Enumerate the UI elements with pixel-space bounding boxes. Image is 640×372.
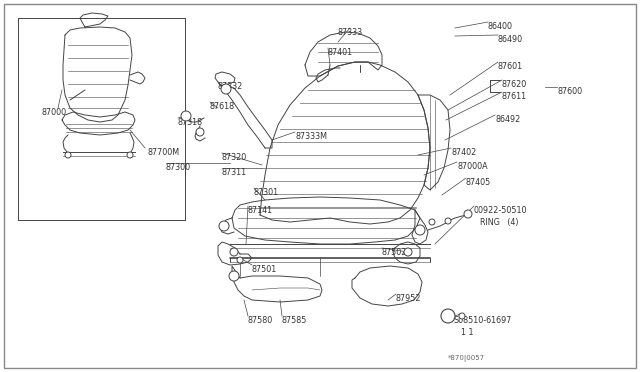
Circle shape [221,84,231,94]
Circle shape [196,128,204,136]
Text: RING   (4): RING (4) [480,218,518,227]
Text: 87300: 87300 [166,163,191,172]
Circle shape [230,248,238,256]
Text: 00922-50510: 00922-50510 [474,206,527,215]
Text: 87318: 87318 [178,118,203,127]
Text: 86400: 86400 [488,22,513,31]
Text: 87952: 87952 [396,294,422,303]
Text: 87405: 87405 [466,178,492,187]
Circle shape [429,219,435,225]
Text: 87401: 87401 [328,48,353,57]
Text: 87311: 87311 [222,168,247,177]
Text: 87600: 87600 [557,87,582,96]
Text: S08510-61697: S08510-61697 [453,316,511,325]
Text: 87620: 87620 [502,80,527,89]
Text: 87141: 87141 [248,206,273,215]
Circle shape [464,210,472,218]
Text: 87601: 87601 [498,62,523,71]
Circle shape [127,152,133,158]
FancyBboxPatch shape [4,4,636,368]
Text: 87580: 87580 [248,316,273,325]
Circle shape [237,257,243,263]
Text: 87320: 87320 [222,153,247,162]
Text: 86490: 86490 [498,35,523,44]
Text: *870|0057: *870|0057 [448,355,485,362]
Text: 87000A: 87000A [457,162,488,171]
Circle shape [445,218,451,224]
Circle shape [181,111,191,121]
Text: 87700M: 87700M [148,148,180,157]
Circle shape [441,309,455,323]
Text: 87585: 87585 [282,316,307,325]
Text: 87402: 87402 [451,148,476,157]
Text: S: S [446,313,450,319]
Text: 87332: 87332 [218,82,243,91]
Text: 87611: 87611 [502,92,527,101]
Circle shape [65,152,71,158]
Text: 86492: 86492 [495,115,520,124]
Text: 87502: 87502 [382,248,408,257]
Text: 87301: 87301 [254,188,279,197]
Text: 87501: 87501 [252,265,277,274]
Text: 87618: 87618 [210,102,235,111]
Text: 87000: 87000 [42,108,67,117]
Text: 87333: 87333 [338,28,363,37]
Circle shape [415,225,425,235]
Text: 87333M: 87333M [295,132,327,141]
Circle shape [459,313,465,319]
Circle shape [404,248,412,256]
Text: 1 1: 1 1 [456,328,474,337]
Circle shape [219,221,229,231]
Circle shape [229,271,239,281]
